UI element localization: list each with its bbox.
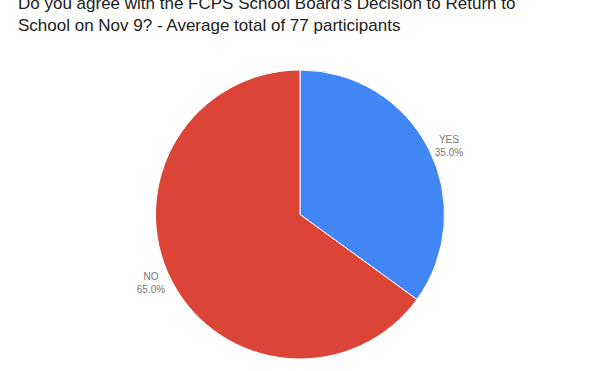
svg-text:Do you agree with the FCPS Sch: Do you agree with the FCPS School Board'… <box>18 0 515 35</box>
svg-text:YES35.0%: YES35.0% <box>435 134 463 158</box>
svg-text:NO65.0%: NO65.0% <box>137 271 165 295</box>
